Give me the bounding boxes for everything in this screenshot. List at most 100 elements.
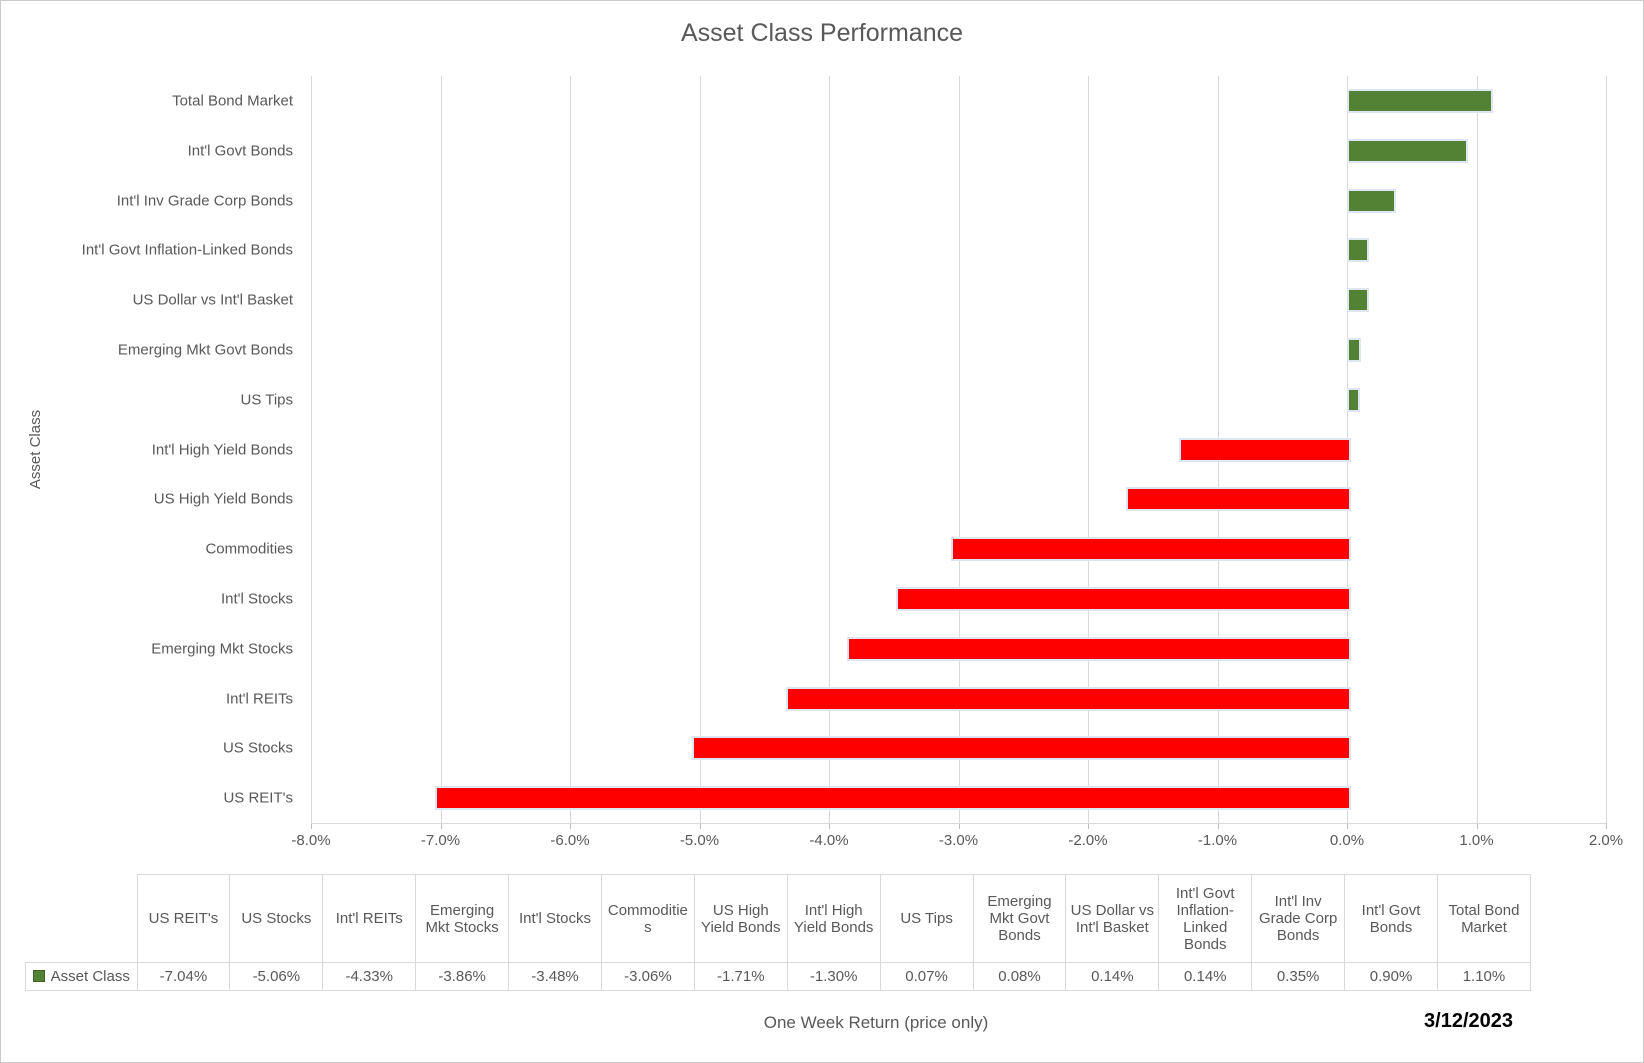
- bar-int-l-inv-grade-corp-bonds: [1347, 188, 1397, 213]
- table-header-int-l-govt-bonds: Int'l Govt Bonds: [1344, 874, 1438, 963]
- bar-us-tips: [1347, 387, 1361, 412]
- table-corner-blank-cell: [26, 875, 138, 963]
- tick-1-0: [1476, 823, 1478, 829]
- category-label-int-l-govt-bonds: Int'l Govt Bonds: [187, 142, 293, 160]
- data-table: US REIT's US Stocks Int'l REITs Emerging Mk…: [25, 874, 1532, 991]
- table-header-us-high-yield-bonds: US High Yield Bonds: [693, 874, 788, 963]
- table-header-commodities: Commodities: [600, 874, 695, 963]
- table-header-us-reit-s: US REIT's: [136, 874, 231, 963]
- bar-emerging-mkt-govt-bonds: [1347, 337, 1362, 362]
- table-value-int-l-high-yield-bonds: -1.30%: [786, 962, 881, 991]
- chart-title: Asset Class Performance: [680, 19, 964, 47]
- gridline-7-0: [440, 76, 442, 823]
- x-tick-label-4-0: -4.0%: [809, 832, 849, 849]
- tick-6-0: [570, 823, 571, 829]
- x-tick-label-5-0: -5.0%: [679, 832, 720, 849]
- bar-int-l-stocks: [896, 586, 1351, 611]
- legend-label: Asset Class: [50, 968, 130, 985]
- table-value-commodities: -3.06%: [600, 962, 695, 991]
- category-label-us-high-yield-bonds: US High Yield Bonds: [153, 490, 293, 508]
- bar-us-reit-s: [435, 786, 1351, 811]
- category-label-us-reit-s: US REIT's: [223, 789, 293, 807]
- table-value-us-dollar-vs-int-l-basket: 0.14%: [1065, 962, 1160, 991]
- category-label-commodities: Commodities: [205, 540, 293, 558]
- gridline-3-0: [958, 76, 960, 823]
- table-value-int-l-inv-grade-corp-bonds: 0.35%: [1251, 962, 1346, 991]
- table-header-int-l-inv-grade-corp-bonds: Int'l Inv Grade Corp Bonds: [1251, 874, 1346, 963]
- category-label-int-l-reits: Int'l REITs: [225, 690, 293, 707]
- table-value-int-l-govt-bonds: 0.90%: [1344, 962, 1438, 991]
- category-label-int-l-high-yield-bonds: Int'l High Yield Bonds: [151, 441, 293, 458]
- table-value-int-l-stocks: -3.48%: [508, 962, 602, 991]
- x-tick-label-7-0: -7.0%: [420, 832, 461, 849]
- table-value-emerging-mkt-stocks: -3.86%: [415, 962, 510, 991]
- category-label-emerging-mkt-govt-bonds: Emerging Mkt Govt Bonds: [117, 341, 293, 359]
- bar-commodities: [950, 537, 1351, 562]
- table-header-total-bond-market: Total Bond Market: [1436, 874, 1532, 963]
- bar-us-high-yield-bonds: [1125, 487, 1351, 512]
- tick-4-0: [829, 823, 830, 829]
- tick-2-0: [1606, 823, 1607, 829]
- table-header-emerging-mkt-govt-bonds: Emerging Mkt Govt Bonds: [972, 874, 1067, 963]
- table-value-us-high-yield-bonds: -1.71%: [693, 962, 788, 991]
- category-label-us-stocks: US Stocks: [222, 739, 293, 757]
- x-tick-label-3-0: -3.0%: [938, 832, 979, 849]
- gridline-2-0: [1088, 76, 1089, 823]
- category-label-emerging-mkt-stocks: Emerging Mkt Stocks: [151, 640, 293, 658]
- y-axis-category-labels: Total Bond Market Int'l Govt Bonds Int'l I…: [1, 76, 293, 823]
- category-label-int-l-govt-inflation-linked-bonds: Int'l Govt Inflation-Linked Bonds: [81, 241, 293, 259]
- table-value-emerging-mkt-govt-bonds: 0.08%: [972, 962, 1067, 991]
- gridline-5-0: [699, 76, 701, 823]
- bar-int-l-high-yield-bonds: [1178, 437, 1351, 462]
- table-value-us-reit-s: -7.04%: [136, 962, 231, 991]
- tick-8-0: [311, 823, 312, 829]
- x-tick-label-1-0: -1.0%: [1197, 832, 1238, 849]
- table-value-int-l-reits: -4.33%: [322, 962, 417, 991]
- x-axis-title: One Week Return (price only): [763, 1013, 989, 1032]
- table-header-int-l-govt-inflation-linked-bonds: Int'l Govt Inflation-Linked Bonds: [1158, 874, 1253, 963]
- bar-emerging-mkt-stocks: [847, 636, 1351, 661]
- bar-int-l-reits: [786, 686, 1351, 711]
- tick-3-0: [958, 823, 960, 829]
- gridline-1-0: [1476, 76, 1478, 823]
- x-tick-label-0-0: 0.0%: [1329, 832, 1365, 849]
- category-label-us-dollar-vs-int-l-basket: US Dollar vs Int'l Basket: [132, 291, 293, 309]
- x-tick-label-2-0: -2.0%: [1068, 832, 1108, 849]
- tick-1-0: [1217, 823, 1219, 829]
- legend-cell: Asset Class: [25, 962, 138, 991]
- tick-2-0: [1088, 823, 1089, 829]
- table-header-us-tips: US Tips: [879, 874, 974, 963]
- x-tick-label-1-0: 1.0%: [1459, 832, 1494, 849]
- x-tick-label-6-0: -6.0%: [550, 832, 590, 849]
- table-value-int-l-govt-inflation-linked-bonds: 0.14%: [1158, 962, 1253, 991]
- legend-color-swatch: [32, 970, 45, 982]
- gridline-2-0: [1606, 76, 1607, 823]
- bar-int-l-govt-inflation-linked-bonds: [1347, 238, 1370, 263]
- table-header-int-l-reits: Int'l REITs: [322, 874, 417, 963]
- bar-us-dollar-vs-int-l-basket: [1347, 288, 1370, 313]
- table-header-us-dollar-vs-int-l-basket: US Dollar vs Int'l Basket: [1065, 874, 1160, 963]
- x-tick-label-8-0: -8.0%: [291, 832, 331, 849]
- data-table-value-row: Asset Class -7.04% -5.06% -4.33% -3.86% -3.48…: [25, 962, 1532, 991]
- table-header-emerging-mkt-stocks: Emerging Mkt Stocks: [415, 874, 510, 963]
- x-axis-line: [311, 823, 1606, 824]
- gridline-8-0: [311, 76, 312, 823]
- category-label-int-l-stocks: Int'l Stocks: [220, 590, 293, 608]
- category-label-int-l-inv-grade-corp-bonds: Int'l Inv Grade Corp Bonds: [116, 192, 293, 209]
- table-value-total-bond-market: 1.10%: [1436, 962, 1532, 991]
- table-value-us-stocks: -5.06%: [229, 962, 324, 991]
- tick-7-0: [440, 823, 442, 829]
- table-header-int-l-stocks: Int'l Stocks: [508, 874, 602, 963]
- bar-int-l-govt-bonds: [1347, 138, 1468, 163]
- table-value-us-tips: 0.07%: [879, 962, 974, 991]
- x-axis-tick-labels: -8.0% -7.0% -6.0% -5.0% -4.0% -3.0% -2.0% -1.0%…: [291, 832, 1623, 850]
- category-label-us-tips: US Tips: [240, 391, 293, 409]
- tick-0-0: [1347, 823, 1348, 829]
- category-label-total-bond-market: Total Bond Market: [172, 92, 293, 110]
- gridline-4-0: [829, 76, 830, 823]
- bar-us-stocks: [691, 736, 1351, 761]
- x-tick-label-2-0: 2.0%: [1588, 832, 1624, 849]
- tick-5-0: [699, 823, 701, 829]
- data-table-header-row: US REIT's US Stocks Int'l REITs Emerging Mk…: [26, 874, 1532, 963]
